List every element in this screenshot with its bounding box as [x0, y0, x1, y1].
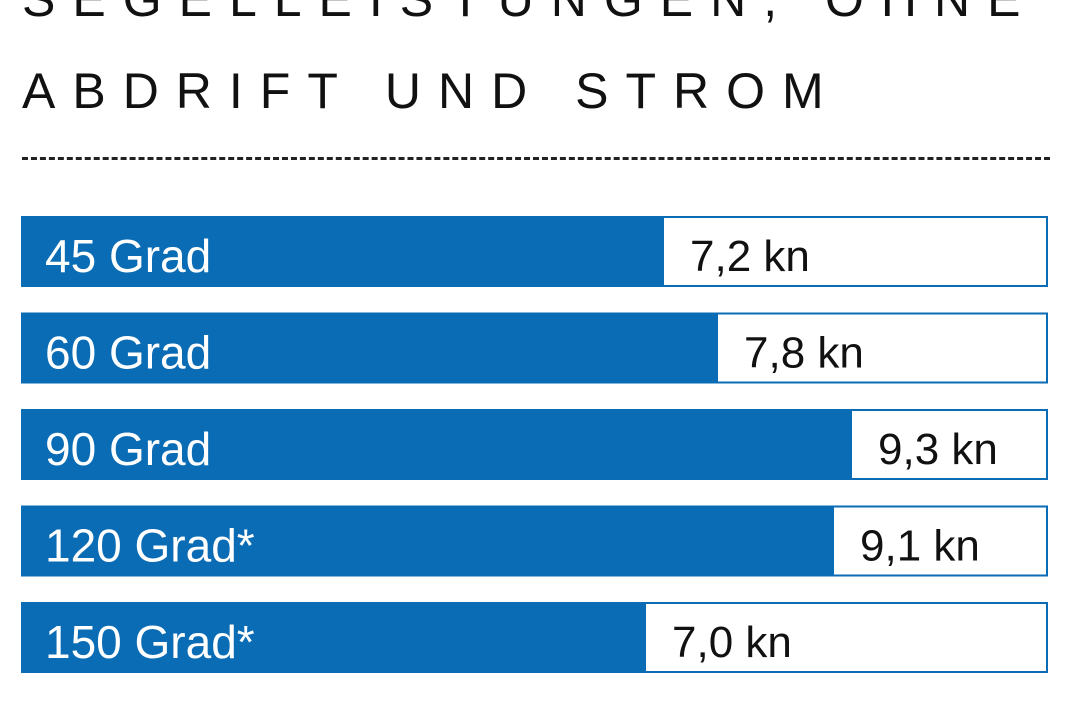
bar-value-label: 7,0 kn	[672, 618, 792, 667]
bar-category-label: 120 Grad*	[45, 520, 255, 572]
bar	[21, 409, 852, 480]
chart-title-line-2: ABDRIFT UND STROM	[22, 63, 841, 119]
bar	[21, 602, 646, 673]
bar-row: 60 Grad 7,8 kn	[21, 312, 1048, 384]
bar	[21, 312, 718, 384]
bar-row: 45 Grad 7,2 kn	[21, 216, 1048, 287]
bar-value-label: 9,3 kn	[878, 425, 998, 474]
bar-row: 150 Grad* 7,0 kn	[21, 602, 1048, 673]
bar-value-label: 7,8 kn	[744, 329, 864, 378]
chart-title-line-1: SEGELLEISTUNGEN, OHNE	[22, 0, 1038, 24]
bar-category-label: 45 Grad	[45, 230, 211, 282]
bar-value-label: 9,1 kn	[860, 522, 980, 571]
dashed-divider	[22, 157, 1050, 160]
bar-category-label: 90 Grad	[45, 423, 211, 475]
bar	[21, 216, 664, 287]
bar-row: 120 Grad* 9,1 kn	[21, 505, 1048, 577]
bar-category-label: 150 Grad*	[45, 616, 255, 668]
bar-row: 90 Grad 9,3 kn	[21, 409, 1048, 480]
bar-category-label: 60 Grad	[45, 327, 211, 379]
bar-value-label: 7,2 kn	[690, 232, 810, 281]
bar	[21, 505, 834, 577]
